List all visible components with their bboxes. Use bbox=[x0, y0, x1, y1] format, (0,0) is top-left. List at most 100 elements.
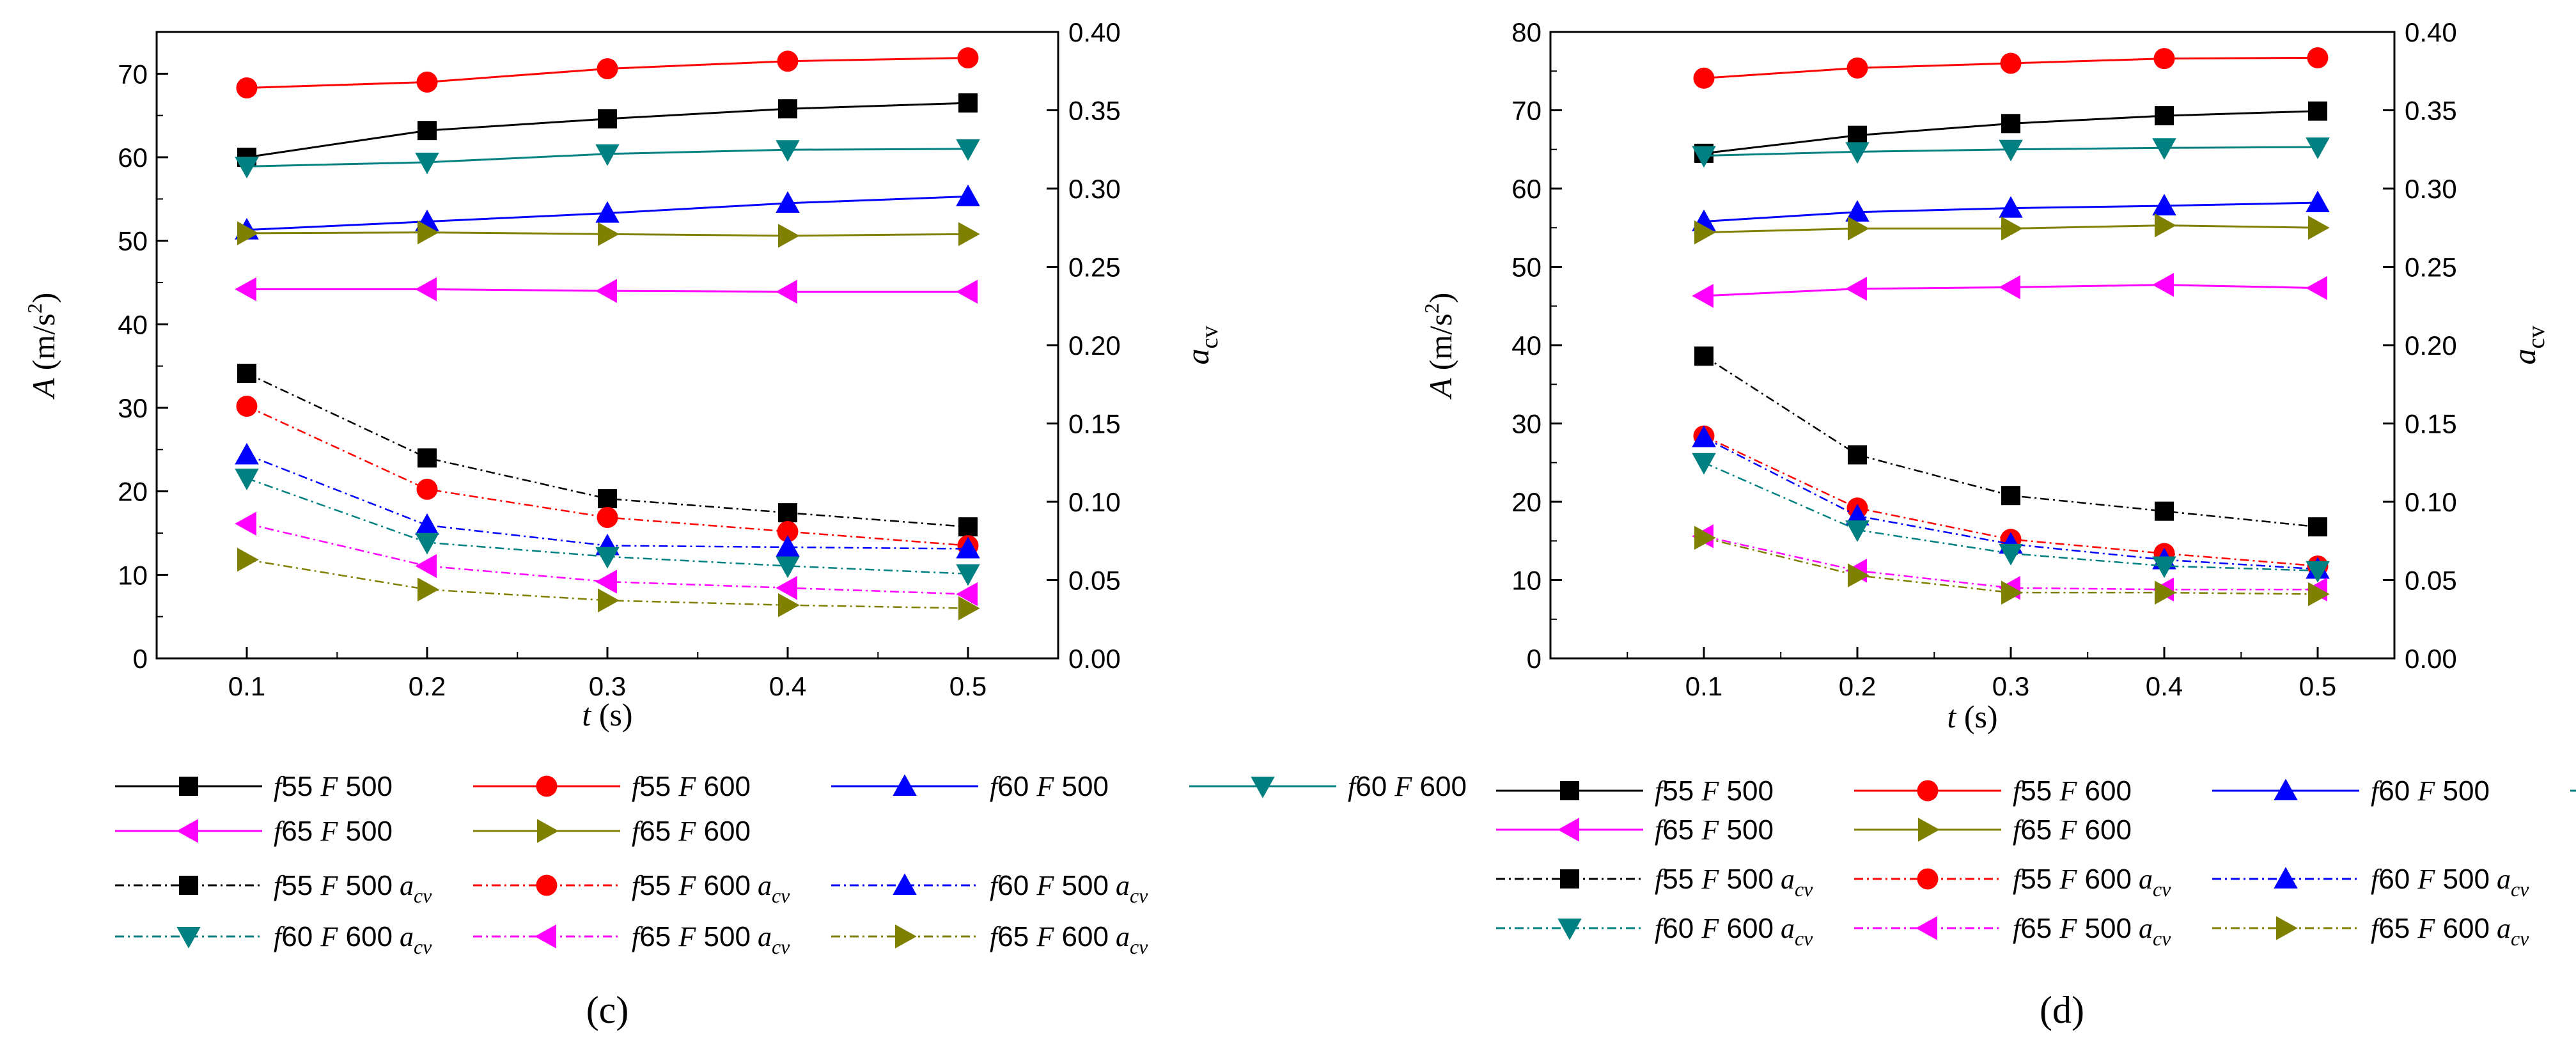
legend-label: f55 F 500 acv bbox=[274, 870, 432, 907]
data-point bbox=[1845, 520, 1870, 542]
data-point bbox=[778, 503, 797, 523]
data-point bbox=[2308, 101, 2327, 121]
legend: f55 F 500 f55 F 600 f60 F 500 f60 F 600 f65 … bbox=[1496, 775, 2576, 950]
legend-marker bbox=[2274, 779, 2298, 800]
data-point bbox=[2001, 580, 2023, 605]
legend-marker bbox=[1557, 818, 1579, 842]
data-point bbox=[956, 582, 978, 607]
legend-entry: f60 F 500 acv bbox=[2212, 864, 2529, 901]
data-point bbox=[236, 77, 258, 99]
data-point bbox=[1848, 445, 1867, 465]
series-f55-f600 bbox=[1693, 47, 2329, 89]
series-f65-f600 bbox=[237, 220, 980, 248]
data-point bbox=[415, 152, 439, 175]
y2-tick-label: 0.15 bbox=[1068, 409, 1121, 439]
legend-entry: f60 F 500 acv bbox=[831, 870, 1148, 907]
y-tick-label: 0 bbox=[133, 644, 148, 674]
data-point bbox=[2306, 561, 2330, 583]
legend-entry: f55 F 600 acv bbox=[473, 870, 790, 907]
svg-text:A (m/s2): A (m/s2) bbox=[23, 293, 61, 400]
data-point bbox=[956, 184, 980, 206]
legend: f55 F 500 f55 F 600 f60 F 500 f60 F 600 f65 … bbox=[115, 771, 1467, 958]
y-tick-label: 20 bbox=[118, 477, 148, 507]
legend-entry: f55 F 500 bbox=[115, 771, 393, 802]
data-point bbox=[418, 220, 439, 245]
y2-tick-label: 0.05 bbox=[2405, 566, 2457, 596]
legend-marker bbox=[1916, 916, 1937, 940]
data-point bbox=[2155, 213, 2176, 238]
legend-entry: f65 F 500 bbox=[115, 816, 393, 847]
legend-entry: f60 F 600 bbox=[1189, 771, 1467, 802]
legend-label: f60 F 500 bbox=[2371, 775, 2490, 807]
legend-marker bbox=[1917, 780, 1939, 802]
svg-text:acv: acv bbox=[2506, 326, 2550, 365]
legend-label: f65 F 500 bbox=[1655, 814, 1774, 846]
legend-marker bbox=[2276, 916, 2298, 940]
data-point bbox=[778, 224, 800, 248]
data-point bbox=[776, 556, 800, 578]
y-tick-label: 30 bbox=[118, 393, 148, 423]
series-f55-f600 bbox=[236, 47, 979, 99]
data-point bbox=[1692, 284, 1713, 308]
legend-marker bbox=[893, 774, 917, 796]
data-point bbox=[235, 469, 259, 490]
y2-tick-label: 0.20 bbox=[2405, 330, 2457, 361]
data-point bbox=[2001, 114, 2020, 134]
legend-marker bbox=[1918, 818, 1940, 842]
legend-entry: f65 F 500 acv bbox=[1854, 913, 2171, 950]
data-point bbox=[2153, 48, 2175, 70]
x-axis-label: t (s) bbox=[1947, 699, 1997, 734]
y2-tick-label: 0.30 bbox=[2405, 174, 2457, 204]
data-point bbox=[778, 593, 800, 617]
y2-tick-label: 0.20 bbox=[1068, 330, 1121, 361]
svg-text:acv: acv bbox=[1180, 326, 1223, 365]
legend-marker bbox=[893, 873, 917, 895]
legend-label: f55 F 600 acv bbox=[632, 870, 790, 907]
data-point bbox=[418, 448, 437, 468]
data-point bbox=[2306, 276, 2327, 300]
data-point bbox=[777, 50, 799, 72]
series-line bbox=[1703, 435, 2318, 567]
data-point bbox=[235, 157, 259, 179]
legend-label: f55 F 600 bbox=[632, 771, 751, 802]
series-f55-f600-acv bbox=[236, 396, 979, 557]
legend-marker bbox=[536, 874, 558, 896]
data-point bbox=[776, 535, 800, 557]
data-point bbox=[776, 576, 797, 600]
data-point bbox=[2152, 272, 2174, 297]
data-point bbox=[1999, 275, 2020, 300]
y-tick-label: 70 bbox=[118, 59, 148, 89]
legend-marker bbox=[1560, 781, 1579, 800]
y-axis-label: A (m/s2) bbox=[1420, 293, 1458, 400]
panel-label: (c) bbox=[586, 989, 629, 1031]
y-tick-label: 10 bbox=[118, 560, 148, 590]
data-point bbox=[2152, 138, 2176, 160]
data-point bbox=[2152, 194, 2176, 215]
data-point bbox=[598, 588, 620, 613]
x-tick-label: 0.4 bbox=[769, 671, 806, 701]
y-axis-label: A (m/s2) bbox=[23, 293, 61, 400]
x-tick-label: 0.3 bbox=[1992, 671, 2029, 701]
x-tick-label: 0.1 bbox=[1685, 671, 1722, 701]
data-point bbox=[595, 547, 620, 569]
legend-marker bbox=[535, 924, 556, 949]
legend-label: f60 F 600 acv bbox=[1655, 913, 1813, 950]
data-point bbox=[595, 279, 617, 303]
series-f65-f500-acv bbox=[235, 511, 978, 607]
series-f60-f600-acv bbox=[1692, 453, 2330, 583]
data-point bbox=[776, 140, 800, 162]
x-tick-label: 0.1 bbox=[228, 671, 265, 701]
data-point bbox=[1694, 525, 1716, 550]
legend-label: f55 F 500 bbox=[274, 771, 393, 802]
legend-entry: f60 F 600 acv bbox=[115, 921, 432, 958]
series-f65-f600 bbox=[1694, 213, 2330, 245]
data-point bbox=[1848, 563, 1870, 587]
data-point bbox=[236, 396, 258, 417]
data-point bbox=[416, 478, 438, 500]
y2-tick-label: 0.00 bbox=[2405, 644, 2457, 674]
data-point bbox=[237, 221, 259, 245]
x-tick-label: 0.2 bbox=[409, 671, 446, 701]
data-point bbox=[777, 521, 799, 543]
y-tick-label: 0 bbox=[1527, 644, 1542, 674]
legend-marker bbox=[1917, 868, 1939, 890]
